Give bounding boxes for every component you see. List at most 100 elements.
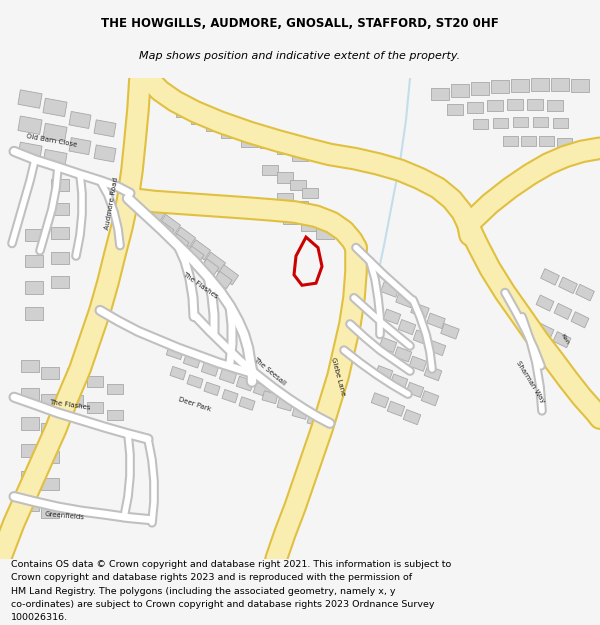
Polygon shape [428, 341, 446, 356]
Polygon shape [222, 389, 238, 403]
Polygon shape [379, 338, 397, 352]
Polygon shape [236, 376, 254, 391]
Polygon shape [447, 104, 463, 115]
Polygon shape [25, 308, 43, 320]
Polygon shape [51, 252, 69, 264]
Polygon shape [375, 366, 393, 381]
Polygon shape [241, 135, 259, 147]
Polygon shape [383, 309, 401, 324]
Polygon shape [107, 384, 123, 394]
Text: Sharman Way: Sharman Way [515, 359, 545, 404]
Polygon shape [41, 478, 59, 491]
Polygon shape [316, 227, 334, 239]
Polygon shape [166, 345, 184, 359]
Polygon shape [251, 202, 269, 215]
Polygon shape [25, 255, 43, 268]
Polygon shape [21, 359, 39, 372]
Polygon shape [94, 145, 116, 162]
Polygon shape [170, 366, 186, 380]
Polygon shape [51, 179, 69, 191]
Polygon shape [396, 292, 414, 308]
Polygon shape [202, 362, 218, 376]
Polygon shape [541, 269, 559, 285]
Polygon shape [107, 410, 123, 420]
Polygon shape [536, 323, 554, 339]
Polygon shape [87, 376, 103, 387]
Polygon shape [160, 214, 181, 235]
Polygon shape [266, 206, 284, 218]
Polygon shape [21, 444, 39, 457]
Polygon shape [571, 79, 589, 92]
Polygon shape [21, 417, 39, 429]
Polygon shape [491, 80, 509, 92]
Text: The Flashes: The Flashes [49, 399, 91, 411]
Polygon shape [539, 136, 554, 146]
Polygon shape [145, 202, 166, 222]
Polygon shape [307, 414, 323, 427]
Polygon shape [43, 149, 67, 168]
Polygon shape [43, 98, 67, 117]
Polygon shape [41, 423, 59, 436]
Text: Contains OS data © Crown copyright and database right 2021. This information is : Contains OS data © Crown copyright and d… [11, 560, 451, 569]
Polygon shape [427, 313, 445, 329]
Polygon shape [547, 100, 563, 111]
Polygon shape [292, 201, 308, 211]
Polygon shape [41, 505, 59, 518]
Text: Ken: Ken [560, 333, 570, 346]
Polygon shape [156, 221, 174, 239]
Polygon shape [307, 209, 323, 219]
Polygon shape [51, 276, 69, 288]
Polygon shape [571, 312, 589, 328]
Polygon shape [41, 367, 59, 379]
Polygon shape [398, 319, 416, 335]
Text: Glebe Lane: Glebe Lane [330, 356, 346, 396]
Polygon shape [277, 193, 293, 204]
Polygon shape [21, 471, 39, 484]
Polygon shape [424, 366, 442, 381]
Polygon shape [190, 239, 211, 260]
Text: Crown copyright and database rights 2023 and is reproduced with the permission o: Crown copyright and database rights 2023… [11, 573, 412, 582]
Polygon shape [553, 118, 568, 128]
Polygon shape [51, 202, 69, 215]
Polygon shape [533, 117, 548, 128]
Polygon shape [206, 119, 224, 131]
Polygon shape [277, 144, 293, 154]
Polygon shape [67, 368, 83, 378]
Polygon shape [41, 451, 59, 463]
Polygon shape [413, 330, 431, 345]
Polygon shape [175, 227, 196, 248]
Polygon shape [553, 332, 571, 348]
Polygon shape [511, 79, 529, 92]
Polygon shape [292, 406, 308, 419]
Polygon shape [51, 227, 69, 239]
Polygon shape [451, 84, 469, 97]
Polygon shape [262, 165, 278, 176]
Polygon shape [186, 246, 204, 264]
Polygon shape [471, 82, 489, 95]
Polygon shape [262, 391, 278, 404]
Polygon shape [559, 277, 577, 294]
Polygon shape [217, 265, 239, 285]
Polygon shape [409, 356, 427, 371]
Polygon shape [236, 199, 254, 212]
Polygon shape [406, 382, 424, 398]
Polygon shape [421, 391, 439, 406]
Polygon shape [487, 100, 503, 111]
Polygon shape [220, 369, 236, 384]
Polygon shape [283, 211, 301, 224]
Polygon shape [554, 303, 572, 319]
Polygon shape [191, 112, 209, 124]
Polygon shape [87, 402, 103, 413]
Polygon shape [390, 374, 408, 389]
Text: The Seesall: The Seesall [253, 356, 287, 386]
Polygon shape [387, 401, 405, 416]
Polygon shape [239, 397, 255, 410]
Polygon shape [41, 394, 59, 407]
Polygon shape [512, 117, 527, 128]
Polygon shape [201, 259, 219, 276]
Polygon shape [507, 99, 523, 109]
Polygon shape [187, 375, 203, 388]
Polygon shape [94, 120, 116, 137]
Polygon shape [253, 382, 271, 398]
Polygon shape [277, 398, 293, 411]
